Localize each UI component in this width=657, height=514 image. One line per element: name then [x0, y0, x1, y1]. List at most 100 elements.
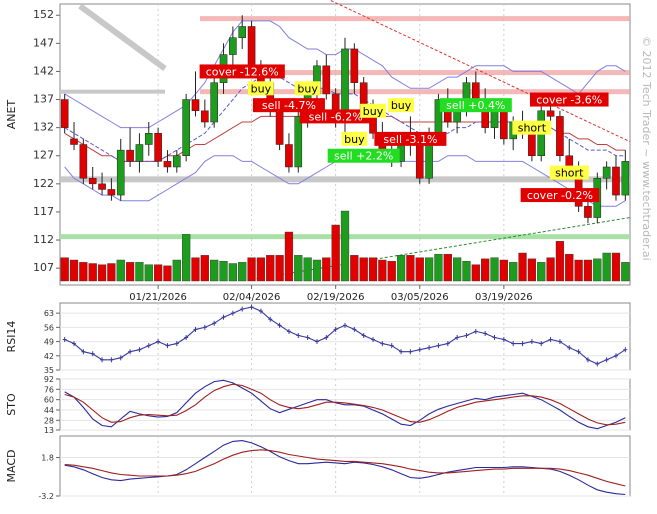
volume-bar — [312, 259, 322, 282]
candle-body — [210, 82, 218, 123]
macd-panel-axis-label: MACD — [5, 450, 18, 483]
candle-body — [490, 110, 499, 128]
volume-bar — [406, 255, 415, 282]
volume-bar — [424, 257, 434, 282]
volume-bar — [331, 224, 340, 282]
volume-bar — [574, 259, 583, 282]
candle-body — [60, 99, 69, 128]
volume-bar — [350, 255, 359, 282]
volume-bar — [322, 257, 331, 282]
price-axis-tick-label: 112 — [33, 233, 54, 246]
sto-series-line — [64, 379, 626, 430]
volume-bar — [593, 258, 602, 282]
resistance-line — [200, 70, 630, 76]
signal-label-box — [327, 148, 400, 163]
date-tick-label: 02/19/2026 — [307, 292, 365, 303]
candle-body — [88, 177, 97, 185]
candle-body — [415, 144, 424, 179]
sto-panel-axis-label: STO — [5, 393, 18, 416]
price-axis-tick-label: 127 — [33, 149, 54, 162]
candle-body — [182, 99, 190, 156]
candle-body — [201, 110, 209, 123]
macd-series-line — [64, 449, 626, 487]
signal-label-box — [294, 81, 321, 96]
volume-bar — [266, 255, 275, 282]
candle-body — [191, 99, 200, 112]
candle-body — [107, 189, 116, 196]
date-tick-label: 01/21/2026 — [129, 292, 187, 303]
candle-body — [528, 133, 536, 156]
volume-bar — [509, 262, 518, 282]
volume-bar — [163, 265, 172, 282]
date-tick-label: 02/04/2026 — [223, 292, 281, 303]
volume-bar — [238, 262, 247, 282]
volume-bar — [340, 210, 350, 282]
signal-label: cover -12.6% — [206, 65, 279, 78]
date-tick-label: 03/19/2026 — [475, 292, 533, 303]
volume-bar — [228, 263, 237, 282]
sto-axis-tick-label: 76 — [44, 385, 54, 394]
downtrend-line — [328, 0, 631, 143]
volume-bar — [443, 253, 452, 282]
candle-body — [70, 138, 78, 145]
signal-label-box — [439, 98, 512, 113]
volume-bar — [546, 257, 555, 282]
candle-body — [154, 133, 162, 162]
date-tick-label: 03/05/2026 — [391, 292, 449, 303]
candle-body — [472, 82, 480, 100]
volume-bar — [527, 258, 537, 282]
volume-bar — [611, 252, 621, 282]
volume-bar — [69, 259, 79, 282]
price-axis-tick-label: 132 — [33, 121, 54, 134]
candle-body — [144, 133, 153, 145]
rsi-panel-axis-label: RSI14 — [5, 321, 18, 353]
volume-bar — [135, 262, 144, 282]
candle-body — [556, 116, 564, 156]
signal-label-box — [549, 165, 589, 180]
volume-bar — [453, 257, 462, 282]
volume-bar — [537, 262, 546, 282]
signal-label-box — [520, 188, 600, 203]
signal-label-box — [299, 109, 372, 124]
candle-body — [275, 110, 284, 145]
volume-bar — [359, 257, 368, 282]
candle-body — [322, 65, 331, 95]
candle-body — [584, 206, 592, 218]
rsi-axis-tick-label: 49 — [44, 338, 54, 347]
volume-bar — [602, 252, 611, 282]
volume-bar — [60, 257, 69, 282]
volume-bar — [247, 257, 256, 282]
volume-bar — [144, 264, 153, 282]
price-axis-tick-label: 117 — [33, 205, 54, 218]
volume-bar — [396, 255, 406, 282]
sto-axis-tick-label: 28 — [44, 416, 54, 425]
signal-label-box — [388, 98, 414, 113]
watermark-text: © 2012 Tech Trader ~ www.techtrader.ai — [640, 36, 653, 261]
volume-bar — [555, 241, 565, 282]
volume-bar — [303, 257, 312, 282]
signal-label-box — [529, 92, 609, 107]
volume-bar — [387, 260, 396, 282]
signal-label: cover -3.6% — [536, 94, 602, 107]
uptrend-line — [251, 217, 631, 280]
price-axis-tick-label: 142 — [33, 64, 54, 77]
signal-label: buy — [297, 82, 318, 95]
volume-bar — [471, 264, 480, 282]
signal-label: sell -4.7% — [262, 99, 316, 112]
signal-label: short — [518, 122, 547, 135]
signal-label: buy — [251, 82, 272, 95]
macd-series-line — [64, 440, 626, 496]
signal-label: short — [555, 167, 584, 180]
rsi-panel: 63 56 49 42 35 RSI14 — [5, 302, 631, 375]
volume-bar — [116, 259, 125, 282]
volume-bar — [107, 263, 116, 282]
volume-bar — [415, 257, 424, 282]
candle-body — [238, 26, 247, 38]
sto-axis-tick-label: 44 — [44, 406, 54, 415]
volume-bar — [294, 255, 303, 282]
signal-label-box — [248, 81, 274, 96]
signal-label: cover -0.2% — [527, 189, 593, 202]
